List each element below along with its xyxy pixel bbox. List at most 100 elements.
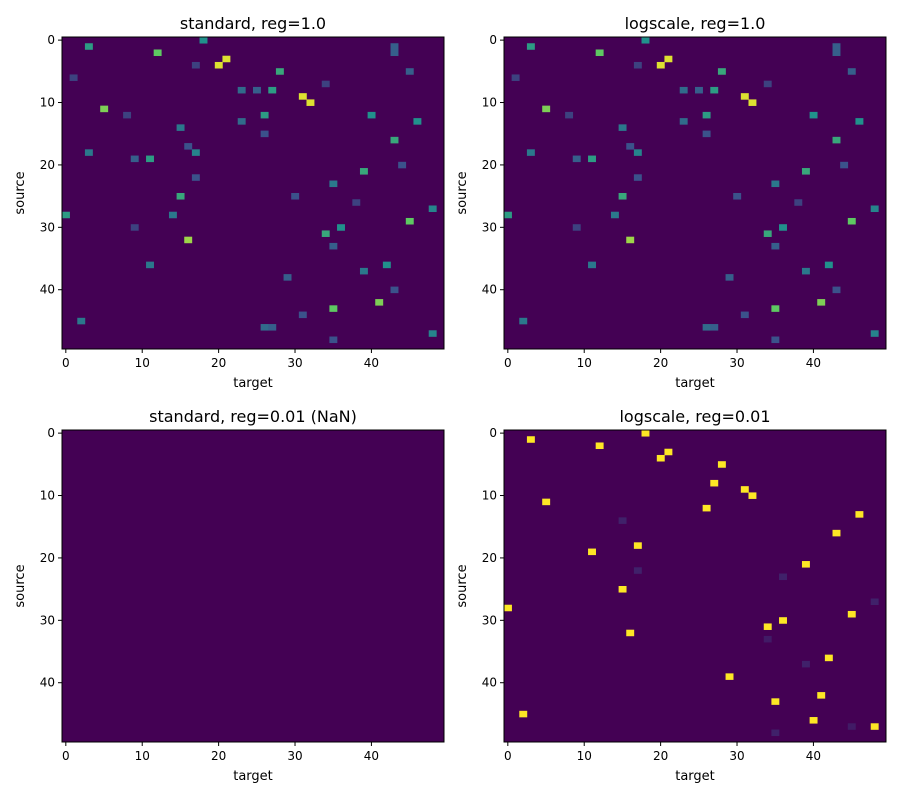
x-tick-label: 10: [135, 356, 150, 370]
x-tick-label: 20: [211, 356, 226, 370]
heatmap-cell: [390, 136, 399, 144]
heatmap-cell: [710, 86, 719, 94]
heatmap-cell: [595, 49, 604, 57]
heatmap-cell: [542, 498, 551, 506]
heatmap-cell: [519, 317, 528, 325]
y-tick-label: 20: [482, 551, 497, 565]
heatmap-cell: [588, 548, 596, 556]
x-tick-label: 40: [806, 356, 821, 370]
y-axis-label: source: [455, 171, 470, 214]
y-tick-label: 0: [47, 33, 55, 47]
heatmap-cell: [740, 486, 749, 493]
heatmap-cell: [763, 623, 772, 630]
heatmap-cell: [809, 717, 818, 724]
heatmap-background: [62, 430, 444, 742]
heatmap-cell: [771, 698, 780, 705]
heatmap-cell: [130, 155, 139, 163]
heatmap-cell: [870, 723, 879, 730]
heatmap-cell: [832, 529, 841, 537]
x-tick-label: 30: [287, 356, 302, 370]
heatmap-cell: [306, 99, 315, 106]
heatmap-cell: [595, 442, 604, 450]
heatmap-cell: [801, 660, 810, 668]
heatmap-cell: [809, 111, 818, 119]
heatmap-cell: [801, 267, 810, 275]
heatmap-cell: [337, 224, 345, 231]
heatmap-cell: [511, 74, 520, 81]
x-tick-label: 30: [729, 356, 744, 370]
heatmap-cell: [626, 143, 635, 150]
heatmap-cell: [633, 567, 642, 574]
heatmap-cell: [84, 43, 93, 50]
y-tick-label: 10: [40, 96, 55, 110]
heatmap-cell: [824, 261, 833, 269]
heatmap-cell: [618, 586, 627, 593]
heatmap-cell: [801, 561, 810, 568]
heatmap-cell: [717, 461, 726, 468]
heatmap-cell: [817, 299, 826, 306]
heatmap-cell: [633, 542, 642, 549]
heatmap-cell: [626, 236, 635, 244]
heatmap-cell: [526, 43, 535, 50]
heatmap-cell: [390, 286, 399, 294]
heatmap-cell: [367, 111, 376, 119]
heatmap-cell: [679, 118, 688, 125]
heatmap-cell: [847, 217, 856, 225]
heatmap-cell: [763, 635, 772, 643]
heatmap-cell: [702, 504, 711, 512]
heatmap-cell: [626, 629, 635, 637]
heatmap-cell: [275, 68, 284, 75]
heatmap-cell: [725, 673, 734, 680]
heatmap-cell: [572, 155, 581, 163]
heatmap-cell: [329, 180, 338, 188]
heatmap-cell: [870, 205, 879, 213]
heatmap-cell: [855, 118, 864, 125]
heatmap-cell: [253, 86, 261, 94]
chart-title: standard, reg=0.01 (NaN): [149, 407, 357, 426]
heatmap-cell: [717, 68, 726, 75]
x-tick-label: 20: [653, 749, 668, 763]
chart-title: logscale, reg=0.01: [619, 407, 770, 426]
heatmap-cell: [771, 336, 780, 344]
heatmap-cell: [817, 692, 826, 699]
heatmap-cell: [588, 261, 596, 269]
heatmap-cell: [702, 130, 711, 138]
y-tick-label: 30: [40, 220, 55, 234]
x-axis-label: target: [233, 376, 273, 391]
heatmap-cell: [526, 149, 535, 156]
heatmap-cell: [352, 199, 361, 206]
heatmap-cell: [526, 436, 535, 443]
y-tick-label: 10: [482, 489, 497, 503]
heatmap-cell: [62, 211, 70, 219]
heatmap-cell: [428, 330, 437, 337]
heatmap-cell: [679, 86, 688, 94]
heatmap-cell: [214, 61, 223, 69]
y-tick-label: 40: [40, 283, 55, 297]
heatmap-cell: [763, 230, 772, 237]
heatmap-cell: [542, 105, 551, 113]
heatmap-cell: [199, 37, 208, 44]
heatmap-cell: [710, 324, 719, 331]
heatmap-cell: [832, 49, 841, 57]
heatmap-cell: [130, 224, 139, 231]
x-axis-label: target: [675, 769, 715, 784]
heatmap-cell: [740, 93, 749, 100]
x-tick-label: 20: [653, 356, 668, 370]
heatmap-cell: [779, 224, 787, 231]
x-tick-label: 10: [135, 749, 150, 763]
heatmap-cell: [146, 155, 154, 163]
heatmap-cell: [191, 174, 200, 181]
heatmap-cell: [740, 311, 749, 319]
heatmap-cell: [656, 61, 665, 69]
heatmap-cell: [176, 193, 185, 200]
heatmap-cell: [763, 80, 772, 88]
heatmap-cell: [100, 105, 109, 113]
heatmap-cell: [870, 330, 879, 337]
x-tick-label: 10: [577, 749, 592, 763]
y-tick-label: 0: [489, 426, 497, 440]
heatmap-cell: [664, 55, 673, 63]
y-axis-label: source: [13, 564, 28, 607]
heatmap-cell: [702, 111, 711, 119]
y-tick-label: 20: [40, 551, 55, 565]
